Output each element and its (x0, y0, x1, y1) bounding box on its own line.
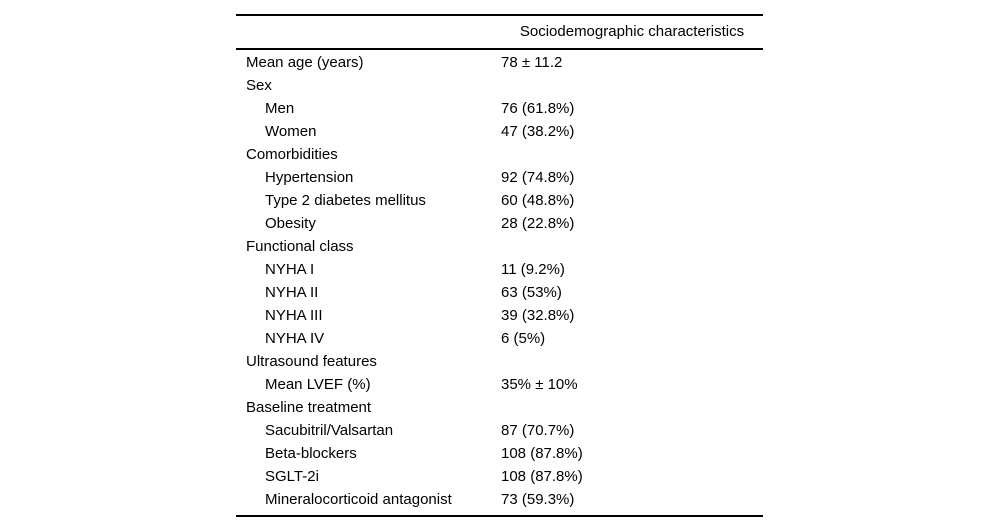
row-label: NYHA I (265, 260, 315, 278)
table-header-row: Sociodemographic characteristics (236, 16, 763, 48)
row-label: NYHA II (265, 283, 319, 301)
row-value: 78 ± 11.2 (501, 53, 563, 71)
characteristics-table: Sociodemographic characteristics Mean ag… (236, 14, 763, 517)
table-row: Women 47 (38.2%) (236, 120, 763, 143)
table-row: Type 2 diabetes mellitus 60 (48.8%) (236, 189, 763, 212)
table-bottom-rule (236, 514, 763, 517)
table-row: Mineralocorticoid antagonist 73 (59.3%) (236, 488, 763, 511)
row-label: Ultrasound features (246, 352, 377, 370)
row-label: Obesity (265, 214, 316, 232)
row-value: 60 (48.8%) (501, 191, 575, 209)
table-row: NYHA IV 6 (5%) (236, 327, 763, 350)
table-top-rule (236, 14, 763, 16)
row-value: 73 (59.3%) (501, 490, 575, 508)
row-label: Comorbidities (246, 145, 338, 163)
table-row: Sacubitril/Valsartan 87 (70.7%) (236, 419, 763, 442)
row-value (500, 74, 763, 97)
table-row: Comorbidities (236, 143, 763, 166)
row-label: Sex (246, 76, 272, 94)
row-label: Women (265, 122, 317, 140)
row-label: Mean age (years) (246, 53, 364, 71)
table-row: Hypertension 92 (74.8%) (236, 166, 763, 189)
row-label: NYHA III (265, 306, 323, 324)
row-value: 47 (38.2%) (501, 122, 575, 140)
row-value: 28 (22.8%) (501, 214, 575, 232)
row-value: 108 (87.8%) (501, 467, 583, 485)
row-value (500, 350, 763, 373)
row-value: 11 (9.2%) (501, 260, 565, 278)
row-label: Functional class (246, 237, 354, 255)
table-row: SGLT-2i 108 (87.8%) (236, 465, 763, 488)
table-row: Beta-blockers 108 (87.8%) (236, 442, 763, 465)
header-title: Sociodemographic characteristics (519, 23, 745, 40)
row-value: 35% ± 10% (501, 375, 578, 393)
table-row: Baseline treatment (236, 396, 763, 419)
row-value: 87 (70.7%) (501, 421, 575, 439)
row-value: 39 (32.8%) (501, 306, 575, 324)
table-row: NYHA III 39 (32.8%) (236, 304, 763, 327)
row-label: Mineralocorticoid antagonist (265, 490, 452, 508)
table-row: Sex (236, 74, 763, 97)
row-label: Hypertension (265, 168, 354, 186)
table-header-rule (236, 47, 763, 50)
row-label: Sacubitril/Valsartan (265, 421, 394, 439)
table-row: Obesity 28 (22.8%) (236, 212, 763, 235)
row-value (500, 235, 763, 258)
row-label: Type 2 diabetes mellitus (265, 191, 426, 209)
row-value: 92 (74.8%) (501, 168, 575, 186)
row-label: SGLT-2i (265, 467, 319, 485)
table-row: Ultrasound features (236, 350, 763, 373)
table-row: NYHA I 11 (9.2%) (236, 258, 763, 281)
table-row: Functional class (236, 235, 763, 258)
table-row: Mean LVEF (%) 35% ± 10% (236, 373, 763, 396)
row-value: 6 (5%) (501, 329, 546, 347)
table-row: Men 76 (61.8%) (236, 97, 763, 120)
row-label: Men (265, 99, 295, 117)
row-label: Baseline treatment (246, 398, 372, 416)
row-value: 108 (87.8%) (501, 444, 583, 462)
row-value: 76 (61.8%) (501, 99, 575, 117)
row-label: NYHA IV (265, 329, 325, 347)
table-row: NYHA II 63 (53%) (236, 281, 763, 304)
row-value: 63 (53%) (501, 283, 562, 301)
row-value (500, 143, 763, 166)
row-label: Beta-blockers (265, 444, 357, 462)
table-row: Mean age (years) 78 ± 11.2 (236, 51, 763, 74)
row-label: Mean LVEF (%) (265, 375, 371, 393)
row-value (500, 396, 763, 419)
table-body: Mean age (years) 78 ± 11.2 Sex Men 76 (6… (236, 50, 763, 515)
